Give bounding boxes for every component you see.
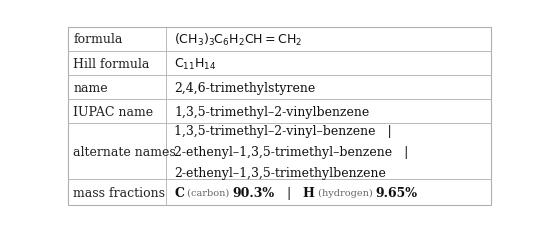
Text: mass fractions: mass fractions: [73, 186, 165, 199]
Text: (carbon): (carbon): [184, 188, 233, 197]
Text: name: name: [73, 81, 108, 94]
Text: 90.3%: 90.3%: [233, 186, 275, 199]
Text: 1,3,5-trimethyl–2-vinylbenzene: 1,3,5-trimethyl–2-vinylbenzene: [174, 105, 369, 118]
Text: formula: formula: [73, 33, 123, 46]
Text: $\mathregular{C_{11}H_{14}}$: $\mathregular{C_{11}H_{14}}$: [174, 56, 216, 71]
Text: (hydrogen): (hydrogen): [314, 188, 376, 197]
Text: 1,3,5-trimethyl–2-vinyl–benzene   |: 1,3,5-trimethyl–2-vinyl–benzene |: [174, 124, 392, 137]
Text: IUPAC name: IUPAC name: [73, 105, 153, 118]
Text: H: H: [303, 186, 314, 199]
Text: |: |: [275, 186, 303, 199]
Text: C: C: [174, 186, 184, 199]
Text: 9.65%: 9.65%: [376, 186, 418, 199]
Text: 2-ethenyl–1,3,5-trimethylbenzene: 2-ethenyl–1,3,5-trimethylbenzene: [174, 166, 386, 179]
Text: 2-ethenyl–1,3,5-trimethyl–benzene   |: 2-ethenyl–1,3,5-trimethyl–benzene |: [174, 145, 408, 158]
Text: Hill formula: Hill formula: [73, 57, 150, 70]
Text: 2,4,6-trimethylstyrene: 2,4,6-trimethylstyrene: [174, 81, 315, 94]
Text: $(\mathregular{CH_3})_3\mathregular{C_6H_2CH{=}CH_2}$: $(\mathregular{CH_3})_3\mathregular{C_6H…: [174, 32, 302, 48]
Text: alternate names: alternate names: [73, 145, 176, 158]
